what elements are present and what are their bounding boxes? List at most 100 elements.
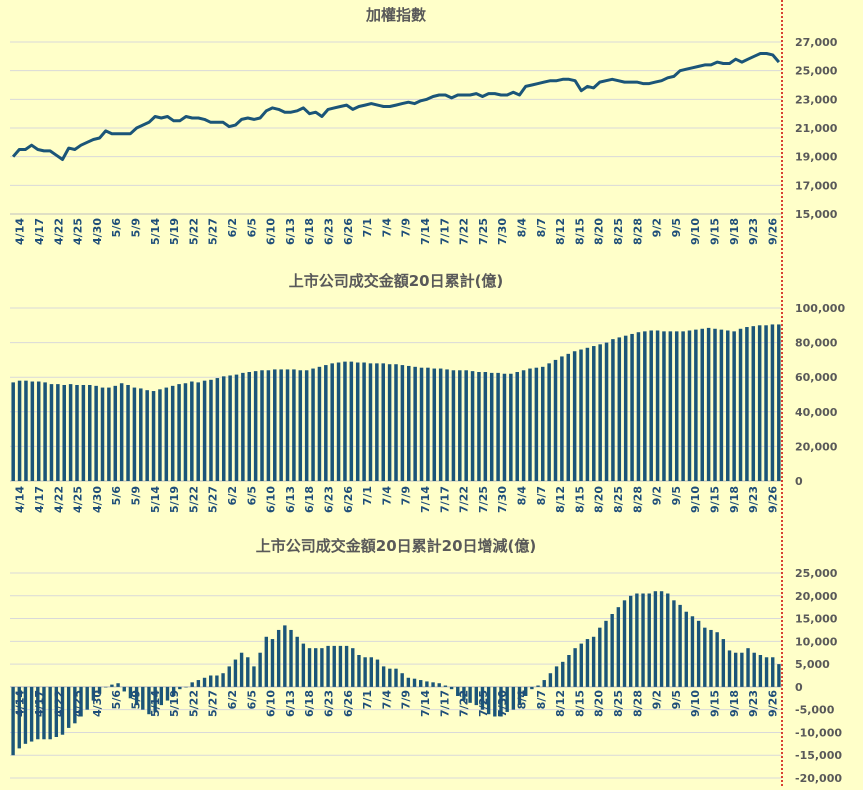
- bar: [314, 648, 318, 687]
- bar: [66, 686, 71, 728]
- bar: [94, 385, 98, 481]
- bar: [324, 365, 328, 481]
- bar: [407, 365, 411, 481]
- bar: [190, 381, 194, 481]
- bar: [147, 686, 151, 715]
- x-tick-label: 9/23: [747, 486, 760, 513]
- bar: [653, 591, 658, 687]
- bar: [567, 655, 571, 687]
- bar: [215, 378, 220, 481]
- y-tick-label: 10,000: [795, 635, 838, 648]
- bar: [425, 681, 429, 687]
- y-tick-label: 19,000: [795, 151, 838, 164]
- bar: [97, 686, 102, 694]
- x-tick-label: 9/26: [766, 486, 779, 513]
- x-tick-label: 9/23: [747, 218, 760, 245]
- bar: [579, 643, 583, 687]
- bar: [406, 677, 411, 687]
- x-tick-label: 7/4: [380, 218, 393, 238]
- bar: [128, 686, 133, 699]
- x-tick-label: 4/25: [72, 690, 85, 717]
- x-tick-label: 7/30: [496, 690, 509, 717]
- bar: [591, 636, 596, 687]
- x-tick-label: 6/2: [226, 218, 239, 237]
- x-tick-label: 8/7: [535, 218, 548, 237]
- y-tick-label: 40,000: [795, 406, 838, 419]
- bar: [56, 384, 60, 481]
- x-tick-label: 5/6: [110, 690, 123, 710]
- x-tick-label: 8/12: [554, 486, 567, 513]
- x-tick-label: 5/27: [207, 486, 220, 513]
- bar: [202, 677, 207, 687]
- bar: [579, 349, 583, 481]
- bar: [338, 645, 343, 687]
- bar: [42, 686, 46, 740]
- bar: [145, 390, 149, 481]
- bar: [85, 686, 89, 710]
- x-tick-label: 5/22: [187, 218, 200, 245]
- bar: [100, 387, 105, 481]
- x-tick-label: 4/22: [52, 690, 65, 717]
- bar: [511, 686, 516, 710]
- bar: [764, 325, 768, 481]
- x-tick-label: 6/5: [245, 218, 258, 237]
- bar: [598, 627, 602, 687]
- bar: [530, 686, 534, 690]
- bar: [713, 328, 717, 481]
- x-tick-label: 7/1: [361, 218, 374, 237]
- bar: [326, 645, 330, 687]
- bar: [355, 362, 360, 481]
- bar: [617, 337, 622, 481]
- x-tick-label: 9/5: [670, 690, 683, 709]
- y-tick-label: -15,000: [795, 749, 842, 762]
- x-tick-label: 8/25: [612, 690, 625, 717]
- x-tick-label: 9/18: [728, 690, 741, 717]
- bar: [400, 365, 405, 481]
- bar: [483, 372, 488, 481]
- bar: [375, 363, 379, 481]
- bar: [687, 330, 692, 481]
- y-tick-label: -10,000: [795, 726, 842, 739]
- bar: [260, 370, 264, 481]
- bar: [381, 363, 385, 481]
- bar: [88, 384, 92, 481]
- chart-title: 加權指數: [365, 6, 426, 24]
- bar: [17, 380, 22, 481]
- bar: [610, 614, 614, 687]
- bar: [604, 342, 609, 481]
- bar: [292, 369, 296, 481]
- y-tick-label: 15,000: [795, 613, 838, 626]
- bar: [68, 384, 73, 481]
- bar: [239, 652, 244, 687]
- x-tick-label: 8/25: [612, 218, 625, 245]
- bar: [202, 380, 207, 481]
- bar: [521, 370, 526, 481]
- bar: [75, 384, 79, 481]
- bar: [196, 680, 201, 687]
- x-tick-label: 6/13: [284, 486, 297, 513]
- x-tick-label: 7/9: [400, 690, 413, 709]
- bar: [412, 678, 417, 687]
- bar: [227, 666, 231, 687]
- bar: [726, 330, 730, 481]
- bar: [694, 329, 698, 482]
- bar: [636, 332, 641, 481]
- x-tick-label: 6/18: [303, 218, 316, 245]
- x-tick-label: 8/15: [573, 690, 586, 717]
- x-tick-label: 9/15: [708, 690, 721, 717]
- bar: [777, 324, 781, 481]
- x-tick-label: 5/19: [168, 486, 181, 513]
- x-tick-label: 4/30: [91, 218, 104, 245]
- bar: [126, 384, 130, 481]
- bar: [79, 686, 83, 717]
- bar: [357, 655, 361, 687]
- bar: [279, 369, 283, 481]
- bar: [387, 364, 392, 481]
- bar: [165, 686, 170, 701]
- bar: [502, 373, 507, 481]
- bar: [298, 370, 303, 481]
- bar: [317, 366, 322, 481]
- bar: [616, 607, 621, 687]
- bar: [283, 625, 287, 687]
